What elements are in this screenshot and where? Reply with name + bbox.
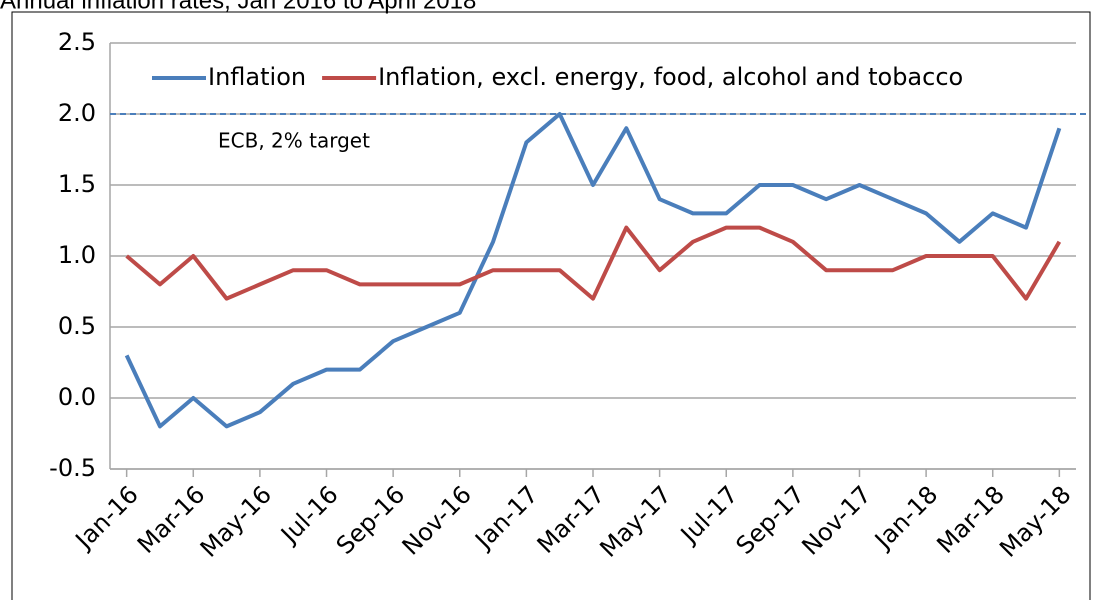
x-tick-label: Jan-18: [868, 480, 943, 555]
x-tick-label: Jan-17: [468, 480, 543, 555]
x-tick-label: Sep-16: [331, 480, 411, 560]
y-tick-label: 0.0: [58, 383, 96, 411]
series-line: [125, 225, 1062, 301]
y-tick-label: 1.0: [58, 241, 96, 269]
chart-title: Annual inflation rates, Jan 2016 to Apri…: [0, 0, 476, 14]
y-tick-label: 1.5: [58, 170, 96, 198]
x-tick-label: May-16: [195, 480, 277, 562]
x-tick-label: May-18: [994, 480, 1076, 562]
x-tick-label: Nov-16: [397, 480, 477, 560]
x-tick-label: May-17: [595, 480, 677, 562]
series-line: [124, 112, 1062, 429]
legend-label: Inflation: [208, 63, 306, 91]
chart-frame: [11, 11, 1091, 600]
x-tick-label: Sep-17: [731, 480, 811, 560]
x-tick-label: Nov-17: [796, 480, 876, 560]
y-tick-label: 0.5: [58, 312, 96, 340]
y-tick-label: 2.5: [58, 28, 96, 56]
target-label: ECB, 2% target: [218, 129, 370, 153]
y-tick-label: 2.0: [58, 99, 96, 127]
legend-label: Inflation, excl. energy, food, alcohol a…: [378, 63, 963, 91]
y-tick-label: -0.5: [49, 454, 96, 482]
x-tick-label: Jan-16: [69, 480, 144, 555]
